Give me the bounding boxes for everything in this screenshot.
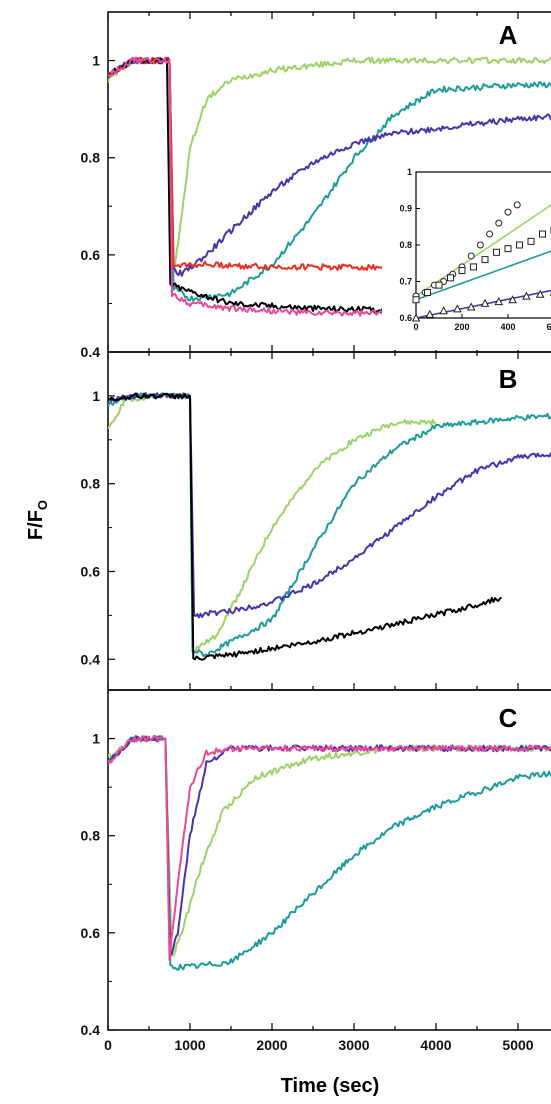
panel-letter: C	[499, 703, 518, 733]
x-tick-label: 5000	[502, 1037, 533, 1053]
inset-marker-triangle	[411, 313, 421, 322]
y-tick-label: 0.8	[81, 476, 101, 492]
series-group	[108, 392, 551, 661]
inset-marker-square	[527, 237, 535, 245]
y-tick-label: 0.4	[81, 344, 101, 360]
y-tick-label: 1	[92, 388, 100, 404]
inset-marker-square	[493, 248, 500, 256]
y-tick-label: 0.8	[81, 828, 101, 844]
inset-fit-line	[415, 289, 551, 319]
series-group	[108, 56, 551, 317]
y-axis-title-subscript: O	[35, 500, 50, 510]
panel-c: 0.4 0.6 0.8 1 0 1000 2000 3000 4000 5000 C	[81, 689, 551, 1053]
y-tick-label: 0.6	[81, 925, 101, 941]
series-line	[108, 56, 400, 271]
inset-marker-circle	[476, 241, 484, 249]
series-line	[108, 392, 551, 658]
inset-marker-square	[481, 256, 489, 264]
inset-marker-square	[435, 281, 443, 289]
inset-y-tick-label: 0.7	[399, 277, 412, 287]
inset-y-tick-label: 0.9	[399, 204, 412, 214]
inset-marker-square	[424, 288, 431, 296]
panel-letter: B	[499, 364, 518, 394]
y-tick-label: 0.6	[81, 247, 101, 263]
inset-y-tick-label: 0.8	[399, 240, 412, 250]
inset-marker-square	[458, 267, 466, 275]
series-line	[108, 56, 400, 317]
inset-marker-circle	[467, 252, 475, 260]
inset-marker-triangle	[494, 297, 504, 306]
panels: 0.4 0.6 0.8 1 A 0.6 0.7 0.8 0.9 1 0 200 400 600 0.4 0.6…	[81, 11, 551, 1053]
inset-marker-square	[516, 241, 523, 249]
inset-background	[382, 164, 551, 350]
inset-marker-circle	[504, 208, 512, 216]
series-line	[108, 735, 551, 961]
y-tick-label: 1	[92, 731, 100, 747]
series-group	[108, 734, 551, 971]
inset-y-tick-label: 0.6	[399, 313, 412, 323]
series-line	[108, 392, 551, 619]
x-axis-title: Time (sec)	[281, 1075, 380, 1097]
inset-marker-circle	[486, 230, 494, 238]
inset-marker-square	[412, 296, 420, 304]
y-axis-title-main: F/F	[25, 510, 47, 540]
inset: 0.6 0.7 0.8 0.9 1 0 200 400 600	[382, 164, 551, 350]
inset-x-tick-label: 600	[546, 322, 551, 332]
inset-marker-triangle	[466, 302, 476, 311]
series-line	[108, 735, 551, 957]
x-tick-label: 4000	[420, 1037, 451, 1053]
x-tick-label: 0	[104, 1037, 112, 1053]
y-tick-label: 0.4	[81, 651, 101, 667]
x-tick-label: 2000	[256, 1037, 287, 1053]
x-tick-label: 1000	[174, 1037, 205, 1053]
inset-marker-circle	[495, 219, 503, 227]
inset-fit-line	[415, 204, 551, 297]
panel-b: 0.4 0.6 0.8 1 B	[81, 351, 551, 691]
inset-marker-triangle	[480, 298, 490, 307]
series-line	[108, 57, 551, 302]
inset-marker-triangle	[522, 291, 531, 300]
series-line	[108, 392, 502, 661]
inset-marker-circle	[513, 201, 521, 209]
panel-letter: A	[499, 20, 518, 50]
panel-frame	[107, 689, 551, 1031]
inset-marker-square	[539, 230, 546, 238]
inset-marker-triangle	[425, 309, 435, 318]
series-line	[108, 57, 400, 314]
inset-fit-line	[415, 250, 551, 301]
y-tick-label: 0.4	[81, 1022, 101, 1038]
series-line	[108, 56, 551, 273]
inset-marker-square	[470, 263, 477, 271]
series-line	[108, 392, 437, 653]
y-tick-label: 0.8	[81, 150, 101, 166]
inset-marker-triangle	[535, 289, 545, 298]
series-line	[108, 734, 551, 971]
series-line	[108, 56, 551, 277]
y-tick-label: 0.6	[81, 563, 101, 579]
x-tick-label: 3000	[338, 1037, 369, 1053]
inset-x-tick-label: 400	[500, 322, 515, 332]
panel-a: 0.4 0.6 0.8 1 A 0.6 0.7 0.8 0.9 1 0 200 400 600	[81, 11, 551, 360]
inset-marker-square	[447, 274, 454, 282]
inset-marker-triangle	[453, 304, 462, 313]
inset-marker-triangle	[508, 295, 517, 304]
y-tick-label: 1	[92, 53, 100, 69]
y-axis-title: F/FO	[25, 500, 50, 540]
inset-y-tick-label: 1	[407, 167, 412, 177]
inset-x-tick-label: 200	[454, 322, 469, 332]
inset-marker-triangle	[439, 306, 448, 315]
inset-x-tick-label: 0	[413, 322, 418, 332]
inset-marker-square	[504, 245, 512, 253]
